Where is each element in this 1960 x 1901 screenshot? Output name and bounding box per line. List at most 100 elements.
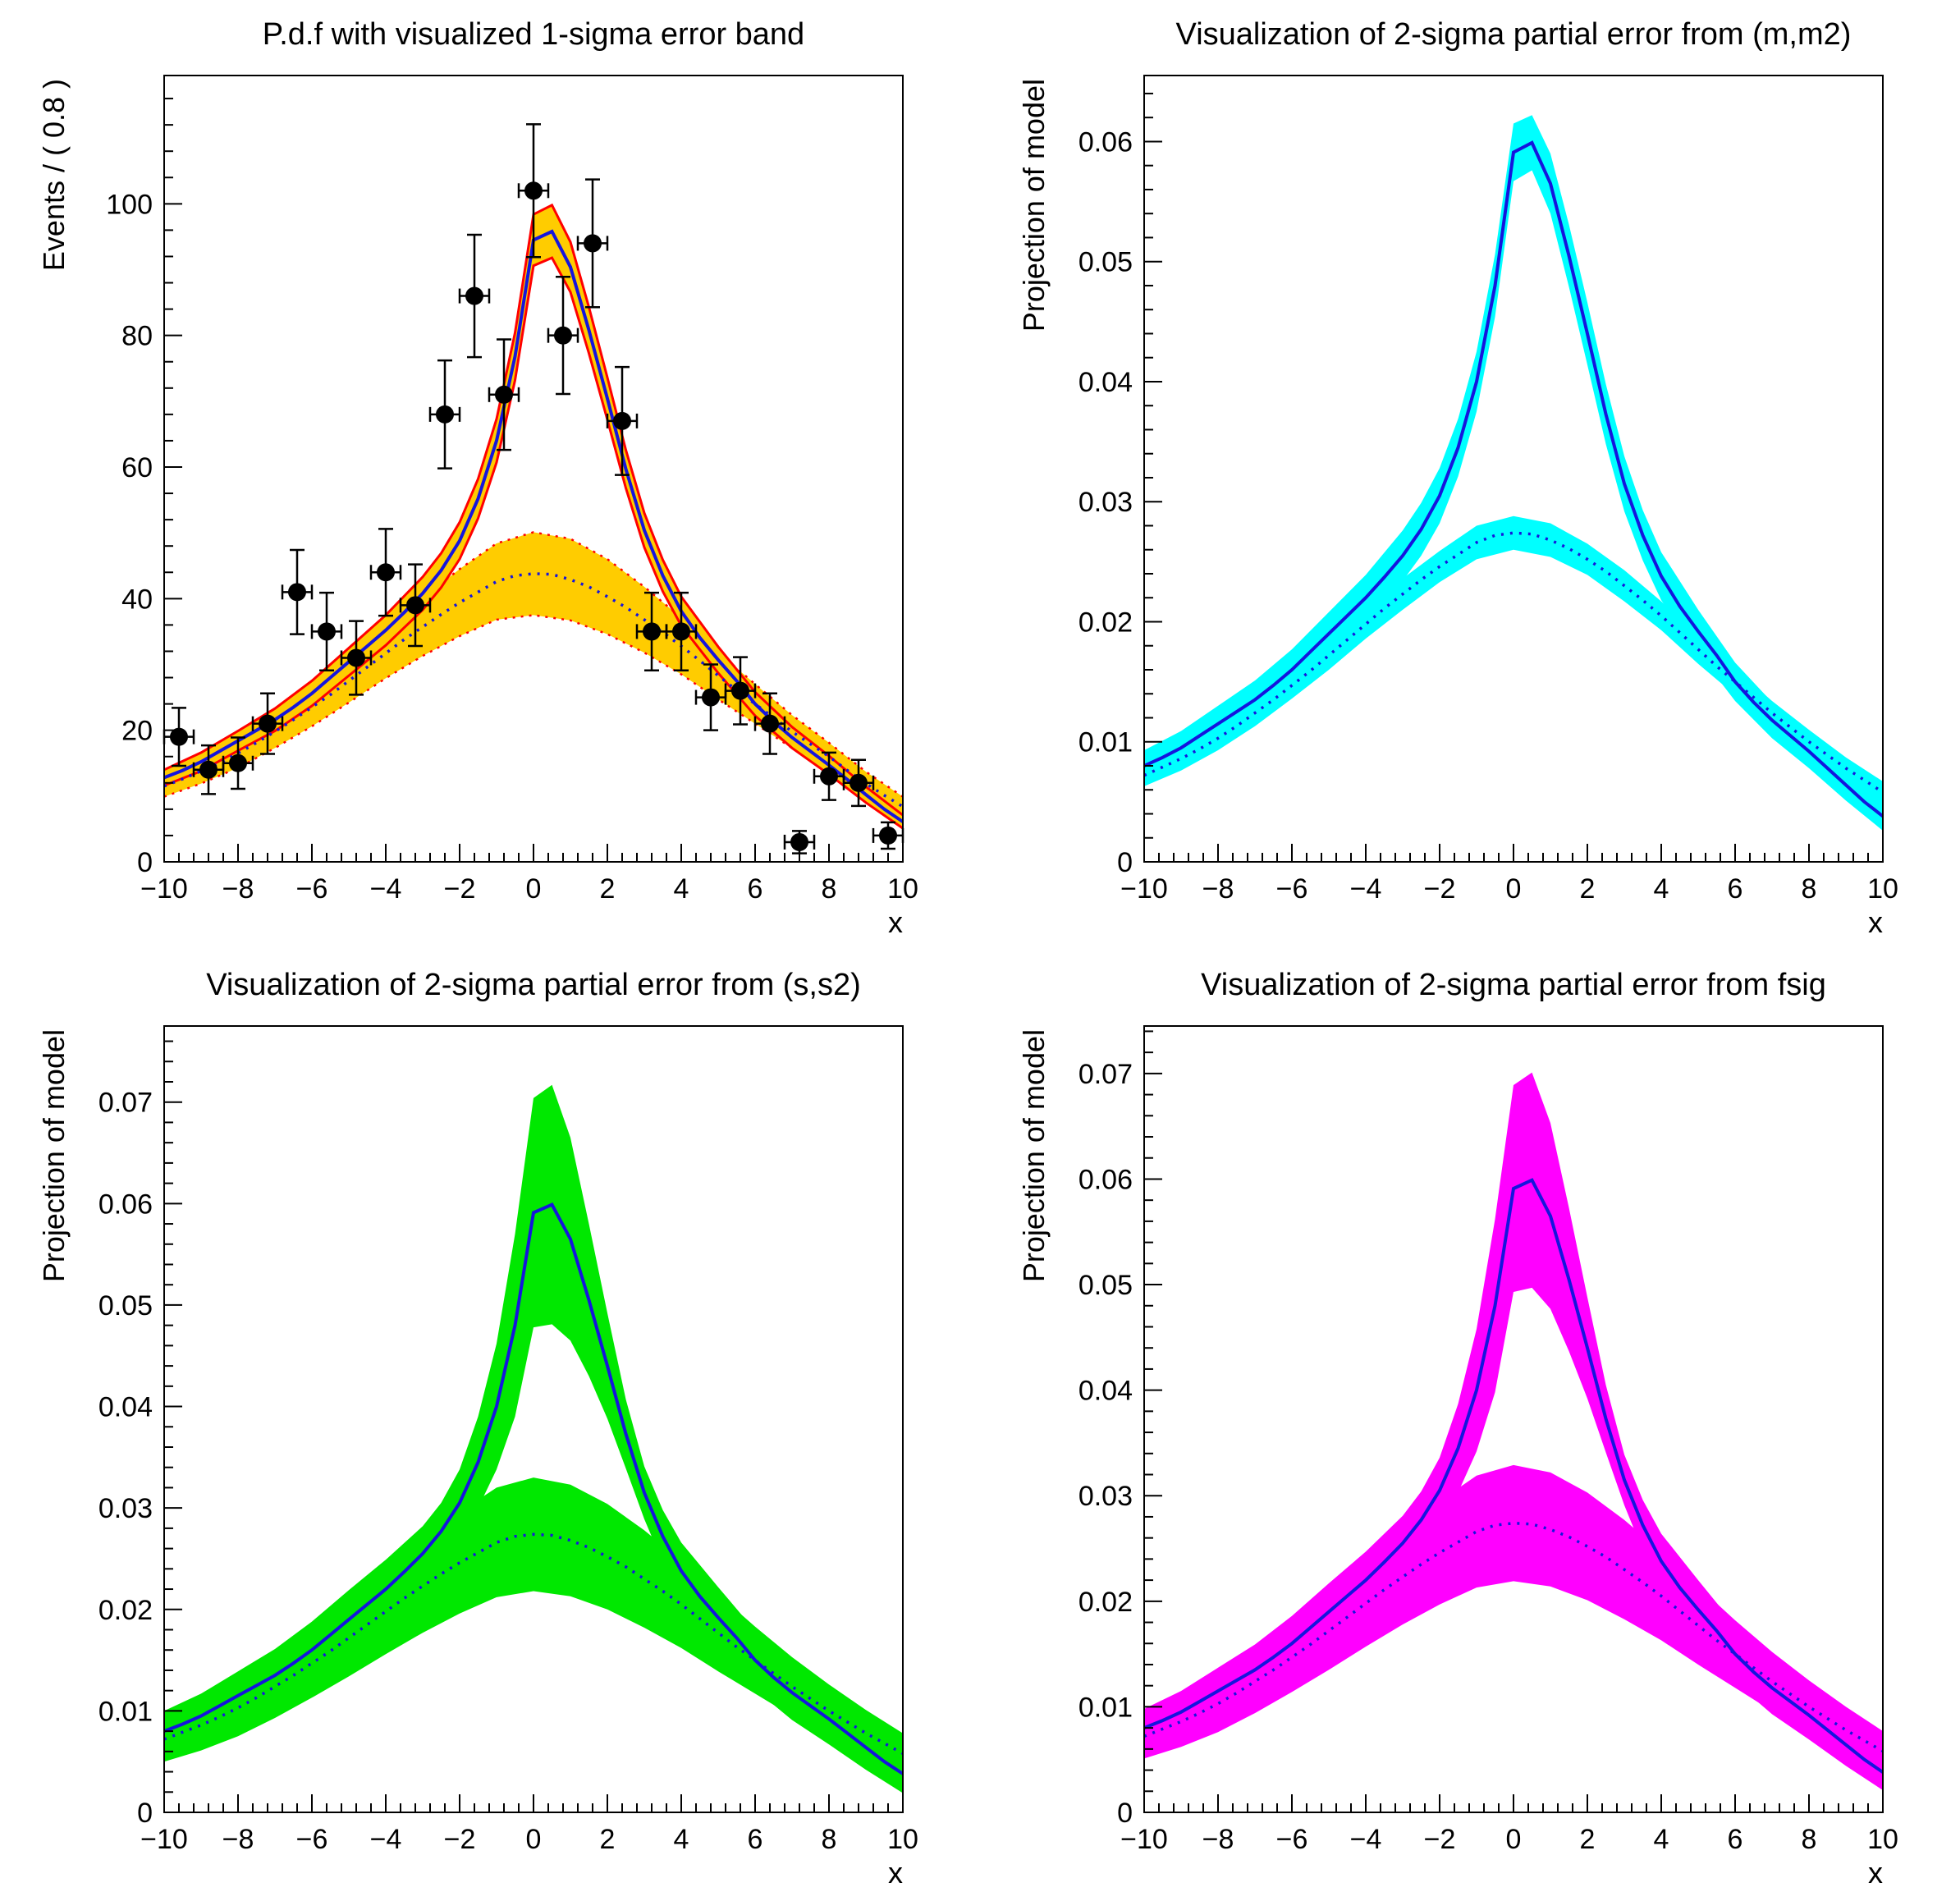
tick-label: 4 — [1654, 1824, 1669, 1855]
data-point — [879, 826, 897, 845]
panel-title: P.d.f with visualized 1-sigma error band — [263, 17, 804, 52]
tick-label: 0.02 — [1078, 607, 1133, 638]
panel-title: Visualization of 2-sigma partial error f… — [1201, 968, 1826, 1002]
total-pdf-curve — [1143, 1178, 1884, 1774]
data-point — [672, 622, 690, 641]
y-axis-title: Events / ( 0.8 ) — [37, 79, 71, 271]
panel-partial-error-m-m2: −10 −8 −6 −4 −2 0 2 4 6 8 10 0 0.01 0.02 0.03 0.04 0.05 0… — [980, 0, 1960, 950]
tick-label: 4 — [674, 873, 689, 905]
tick-label: −2 — [1424, 1824, 1456, 1855]
bkg-partial-error-band — [1144, 1464, 1883, 1771]
y-axis-title: Projection of model — [1017, 79, 1051, 332]
tick-label: −8 — [1202, 873, 1234, 905]
data-point — [347, 648, 365, 667]
tick-label: 80 — [121, 321, 153, 352]
tick-label: 0.07 — [1078, 1059, 1133, 1090]
plot-partial-error-s-s2: −10 −8 −6 −4 −2 0 2 4 6 8 10 0 0.01 0.02 0.03 0.04 0.05 0… — [0, 950, 980, 1901]
data-point — [761, 714, 779, 733]
tick-label: 6 — [1728, 873, 1743, 905]
tick-label: 6 — [1728, 1824, 1743, 1855]
tick-label: 0.03 — [1078, 487, 1133, 518]
tick-label: −10 — [1120, 873, 1168, 905]
tick-label: 0.06 — [98, 1189, 153, 1220]
data-point — [613, 411, 631, 430]
tick-label: 0 — [526, 1824, 542, 1855]
tick-label: −6 — [1276, 873, 1308, 905]
chart-area: −10 −8 −6 −4 −2 0 2 4 6 8 10 0 0.01 0.02 0.03 0.04 0.05 0… — [98, 1025, 918, 1855]
tick-label: −4 — [1350, 1824, 1382, 1855]
bkg-partial-error-band — [164, 1477, 903, 1774]
tick-label: 0.07 — [98, 1088, 153, 1119]
tick-label: −8 — [222, 1824, 254, 1855]
tick-label: 60 — [121, 452, 153, 483]
plot-partial-error-fsig: −10 −8 −6 −4 −2 0 2 4 6 8 10 0 0.01 0.02 0.03 0.04 0.05 0… — [980, 950, 1960, 1901]
tick-label: −10 — [1120, 1824, 1168, 1855]
tick-label: 2 — [600, 1824, 616, 1855]
plot-frame — [1143, 75, 1884, 863]
tick-label: 0.04 — [1078, 1376, 1133, 1407]
panel-pdf-error-band: −10 −8 −6 −4 −2 0 2 4 6 8 10 0 20 40 60 80 100 P.d.f wit… — [0, 0, 980, 950]
data-point — [259, 714, 277, 733]
tick-label: 0.05 — [98, 1290, 153, 1322]
data-point — [702, 688, 720, 707]
tick-label: 2 — [1580, 1824, 1596, 1855]
tick-label: 0.01 — [1078, 1692, 1133, 1723]
tick-label: 0.05 — [1078, 247, 1133, 278]
data-point — [524, 181, 543, 200]
tick-label: 2 — [600, 873, 616, 905]
tick-label: 10 — [887, 1824, 918, 1855]
tick-label: −10 — [140, 1824, 188, 1855]
tick-label: 0.06 — [1078, 126, 1133, 158]
total-partial-error-band — [1144, 1072, 1883, 1790]
total-pdf-curve — [163, 1202, 904, 1775]
data-point — [554, 326, 572, 345]
tick-label: 4 — [674, 1824, 689, 1855]
data-point — [584, 234, 602, 253]
tick-label: 0.06 — [1078, 1164, 1133, 1195]
chart-area: −10 −8 −6 −4 −2 0 2 4 6 8 10 0 0.01 0.02 0.03 0.04 0.05 0… — [1078, 1025, 1898, 1855]
bkg-component-curve — [1143, 531, 1884, 794]
tick-label: 0.04 — [1078, 367, 1133, 398]
data-point — [318, 622, 336, 641]
total-1sigma-band-upper-edge — [163, 203, 904, 817]
tick-label: −4 — [1350, 873, 1382, 905]
y-axis-title: Projection of model — [37, 1029, 71, 1282]
tick-label: −4 — [370, 873, 402, 905]
panel-title: Visualization of 2-sigma partial error f… — [206, 968, 861, 1002]
data-point — [170, 727, 188, 746]
x-axis-title: x — [888, 1856, 903, 1890]
tick-label: 0.03 — [1078, 1481, 1133, 1512]
tick-label: 0.03 — [98, 1493, 153, 1524]
tick-label: 0 — [526, 873, 542, 905]
tick-label: 0 — [137, 1798, 153, 1829]
tick-label: 6 — [748, 873, 763, 905]
tick-label: 8 — [822, 1824, 837, 1855]
tick-label: 20 — [121, 716, 153, 747]
tick-label: −6 — [1276, 1824, 1308, 1855]
bkg-component-curve — [163, 1532, 904, 1755]
data-point — [790, 832, 808, 851]
tick-label: 0 — [1506, 873, 1522, 905]
data-point — [406, 596, 424, 615]
total-partial-error-band — [164, 1084, 903, 1793]
tick-label: 6 — [748, 1824, 763, 1855]
tick-label: 0.02 — [1078, 1587, 1133, 1618]
tick-label: 40 — [121, 584, 153, 615]
tick-label: 100 — [106, 189, 153, 220]
chart-area: −10 −8 −6 −4 −2 0 2 4 6 8 10 0 0.01 0.02 0.03 0.04 0.05 0… — [1078, 75, 1898, 905]
tick-label: 8 — [822, 873, 837, 905]
tick-label: 0.02 — [98, 1595, 153, 1626]
tick-label: 0.01 — [98, 1696, 153, 1727]
data-point — [377, 563, 395, 582]
panel-partial-error-fsig: −10 −8 −6 −4 −2 0 2 4 6 8 10 0 0.01 0.02 0.03 0.04 0.05 0… — [980, 950, 1960, 1901]
tick-label: 0.04 — [98, 1392, 153, 1423]
tick-label: 0.05 — [1078, 1270, 1133, 1301]
bkg-1sigma-band — [164, 532, 903, 816]
tick-label: −2 — [444, 1824, 476, 1855]
tick-label: −6 — [296, 1824, 328, 1855]
data-point — [288, 583, 306, 602]
data-point — [199, 760, 218, 779]
tick-label: 10 — [887, 873, 918, 905]
data-point — [465, 286, 483, 305]
